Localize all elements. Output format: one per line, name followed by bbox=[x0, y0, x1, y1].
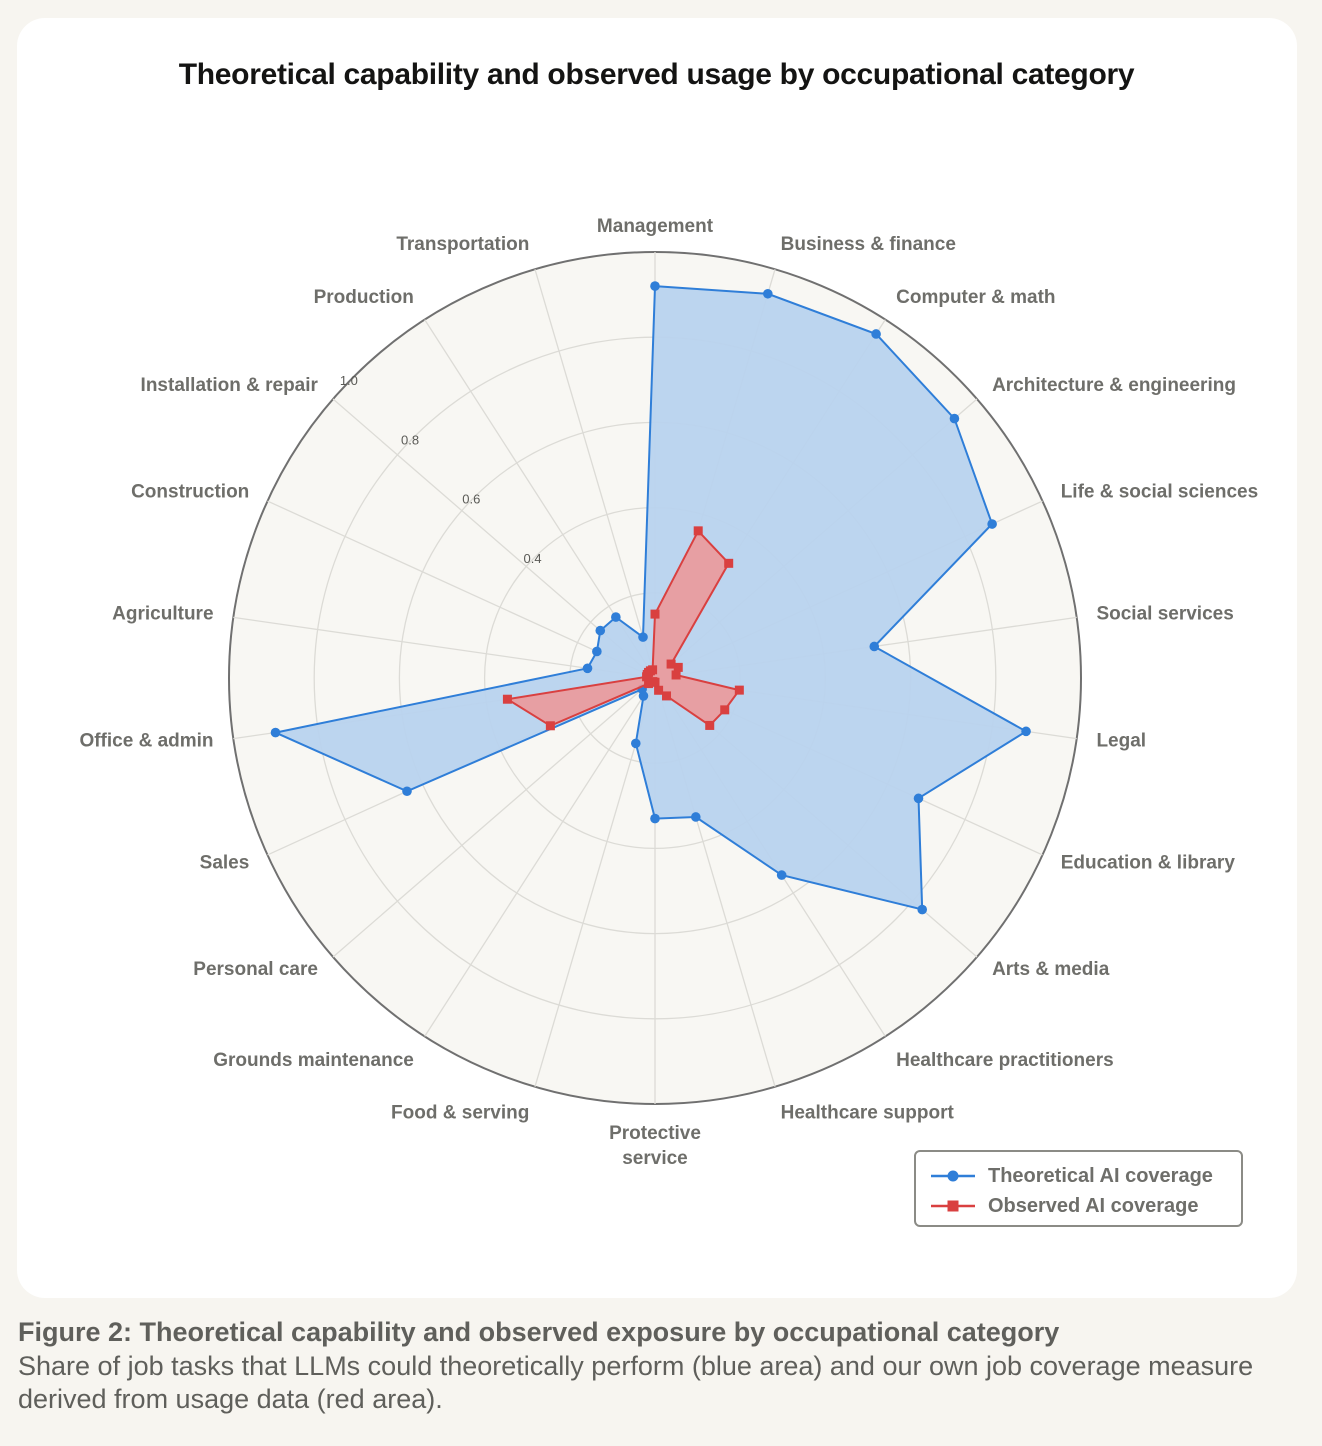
axis-label-management: Management bbox=[597, 216, 714, 237]
axis-label-office-admin: Office & admin bbox=[79, 730, 213, 751]
observed-point-education-library bbox=[720, 705, 730, 715]
axis-label-healthcare-support: Healthcare support bbox=[781, 1103, 955, 1124]
axis-label-social-services: Social services bbox=[1096, 604, 1233, 625]
radial-tick-labels: 0.4 0.6 0.8 1.0 bbox=[340, 373, 542, 566]
theoretical-point-legal bbox=[1021, 726, 1031, 737]
observed-point-healthcare-support bbox=[654, 685, 664, 695]
theoretical-point-transportation bbox=[638, 632, 648, 642]
axis-label-grounds-maintenance: Grounds maintenance bbox=[213, 1050, 414, 1071]
axis-label-legal: Legal bbox=[1096, 730, 1146, 751]
theoretical-point-computer-math bbox=[871, 329, 881, 339]
legend-marker-observed bbox=[931, 1200, 975, 1212]
axis-label-sales: Sales bbox=[200, 852, 250, 873]
axis-label-healthcare-practitioners: Healthcare practitioners bbox=[896, 1050, 1114, 1071]
theoretical-point-social-services bbox=[869, 641, 880, 652]
series-theoretical bbox=[270, 281, 1031, 915]
spoke bbox=[534, 269, 656, 679]
legend-label-observed: Observed AI coverage bbox=[988, 1194, 1199, 1217]
theoretical-point-healthcare-support bbox=[691, 812, 701, 822]
spoke bbox=[424, 677, 656, 1037]
radial-tick-label: 1.0 bbox=[340, 373, 358, 388]
observed-point-management bbox=[650, 609, 660, 619]
caption-body: Share of job tasks that LLMs could theor… bbox=[18, 1351, 1254, 1414]
theoretical-point-architecture-engineering bbox=[949, 413, 960, 424]
theoretical-point-sales bbox=[402, 786, 412, 797]
theoretical-point-healthcare-practitioners bbox=[776, 870, 787, 880]
observed-point-office-admin bbox=[502, 694, 512, 704]
observed-point-legal bbox=[734, 685, 744, 695]
figure-caption: Figure 2: Theoretical capability and obs… bbox=[18, 1314, 1308, 1416]
theoretical-point-arts-media bbox=[917, 904, 928, 915]
observed-point-life-social-sciences bbox=[673, 662, 683, 672]
observed-point-arts-media bbox=[705, 720, 715, 730]
axis-label-computer-math: Computer & math bbox=[896, 287, 1055, 308]
caption-title: Figure 2: Theoretical capability and obs… bbox=[18, 1317, 1060, 1347]
legend-item-observed: Observed AI coverage bbox=[930, 1192, 1198, 1220]
observed-point-personal-care bbox=[644, 679, 654, 689]
axis-label-arts-media: Arts & media bbox=[992, 959, 1110, 980]
spoke bbox=[267, 500, 656, 679]
axis-label-life-social-sciences: Life & social sciences bbox=[1061, 482, 1259, 503]
legend: Theoretical AI coverage Observed AI cove… bbox=[914, 1150, 1243, 1227]
radial-tick-label: 0.8 bbox=[401, 432, 419, 447]
theoretical-point-agriculture bbox=[582, 663, 593, 674]
series-observed bbox=[502, 526, 744, 731]
axis-label-construction: Construction bbox=[131, 482, 249, 503]
observed-point-social-services bbox=[671, 670, 681, 680]
theoretical-point-construction bbox=[592, 646, 602, 657]
legend-marker-theoretical bbox=[931, 1170, 975, 1182]
observed-point-healthcare-practitioners bbox=[662, 691, 672, 701]
axis-label-business-finance: Business & finance bbox=[781, 234, 956, 255]
axis-label-production: Production bbox=[314, 287, 414, 308]
axis-label-protective-service: Protective service bbox=[609, 1123, 701, 1169]
observed-point-sales bbox=[545, 721, 555, 731]
theoretical-point-education-library bbox=[913, 793, 924, 804]
chart-title: Theoretical capability and observed usag… bbox=[178, 58, 1135, 91]
observed-point-transportation bbox=[648, 665, 658, 675]
axis-label-personal-care: Personal care bbox=[193, 959, 318, 980]
theoretical-point-business-finance bbox=[763, 288, 773, 299]
theoretical-point-management bbox=[650, 281, 660, 291]
axis-label-architecture-engineering: Architecture & engineering bbox=[992, 375, 1236, 396]
theoretical-point-life-social-sciences bbox=[987, 519, 997, 529]
axis-label-installation-repair: Installation & repair bbox=[141, 375, 319, 396]
theoretical-point-office-admin bbox=[270, 727, 281, 738]
axis-label-food-serving: Food & serving bbox=[391, 1103, 529, 1124]
theoretical-point-protective-service bbox=[650, 813, 660, 824]
radial-tick-label: 0.4 bbox=[524, 551, 542, 566]
axis-label-agriculture: Agriculture bbox=[112, 604, 213, 625]
axis-label-education-library: Education & library bbox=[1061, 852, 1236, 873]
legend-label-theoretical: Theoretical AI coverage bbox=[988, 1164, 1213, 1187]
radial-tick-label: 0.6 bbox=[462, 492, 480, 507]
theoretical-point-installation-repair bbox=[595, 625, 606, 636]
spoke bbox=[332, 677, 656, 958]
axis-labels: Management Business & finance Computer & m… bbox=[79, 216, 1258, 1169]
observed-point-architecture-engineering bbox=[666, 659, 676, 669]
observed-point-business-finance bbox=[693, 526, 703, 536]
theoretical-point-production bbox=[611, 612, 621, 622]
axis-label-transportation: Transportation bbox=[396, 234, 529, 255]
theoretical-point-food-serving bbox=[630, 738, 641, 749]
legend-item-theoretical: Theoretical AI coverage bbox=[930, 1162, 1213, 1190]
observed-point-computer-math bbox=[724, 558, 734, 568]
